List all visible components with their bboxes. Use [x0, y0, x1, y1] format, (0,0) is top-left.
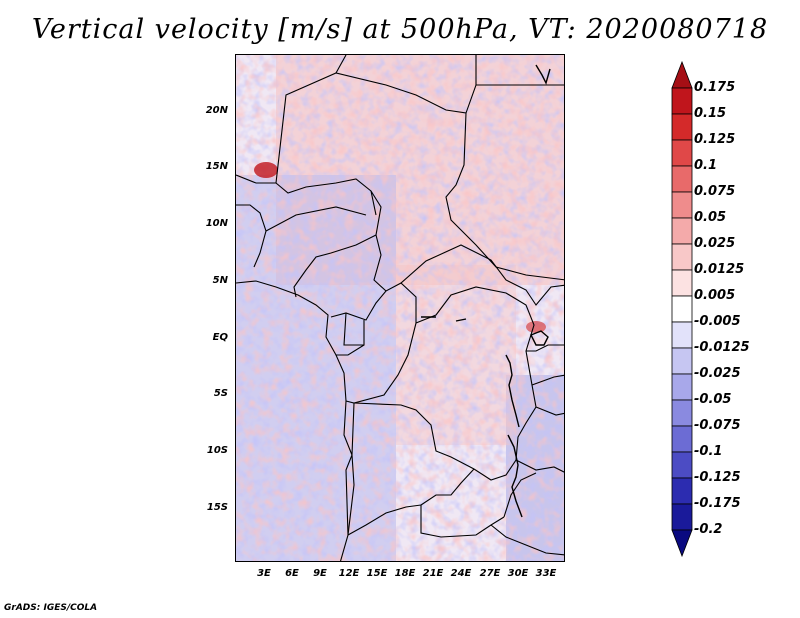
lat-label-15s: 15S: [206, 502, 228, 513]
colorbar-segment: [671, 165, 693, 193]
lon-label-27e: 27E: [479, 568, 501, 579]
colorbar-segment: [671, 139, 693, 167]
map-title: Vertical velocity [m/s] at 500hPa, VT: 2…: [31, 14, 769, 45]
lat-label-10s: 10S: [206, 445, 228, 456]
ascent-spot-east: [526, 321, 546, 333]
colorbar-segment: [671, 243, 693, 271]
colorbar-tick-label: 0.175: [694, 80, 736, 95]
colorbar-bottom-triangle: [671, 529, 693, 558]
colorbar-tick-label: -0.05: [694, 392, 732, 407]
colorbar-tick-label: -0.005: [694, 314, 741, 329]
colorbar-tick-label: 0.1: [694, 158, 718, 173]
colorbar-tick-label: -0.2: [694, 522, 723, 537]
colorbar-tick-label: -0.025: [694, 366, 741, 381]
colorbar-top-triangle: [671, 60, 693, 89]
colorbar-segment: [671, 477, 693, 505]
colorbar-tick-label: -0.1: [694, 444, 723, 459]
lakes: [421, 64, 551, 518]
colorbar-segment: [671, 347, 693, 375]
colorbar-segment: [671, 217, 693, 245]
footer-credit: GrADS: IGES/COLA: [4, 603, 98, 613]
vertical-velocity-field: [236, 55, 564, 561]
red-noise-layer: [236, 55, 564, 561]
colorbar-segment: [671, 399, 693, 427]
lon-label-15e: 15E: [366, 568, 388, 579]
colorbar-tick-label: -0.175: [694, 496, 741, 511]
lat-label-15n: 15N: [205, 161, 228, 172]
colorbar-segment: [671, 373, 693, 401]
lon-label-9e: 9E: [313, 568, 327, 579]
colorbar-tick-label: 0.005: [694, 288, 736, 303]
lat-label-eq: EQ: [212, 332, 228, 343]
colorbar-segment: [671, 191, 693, 219]
colorbar-segment: [671, 269, 693, 297]
colorbar-tick-label: -0.0125: [694, 340, 750, 355]
colorbar-segment: [671, 425, 693, 453]
lon-label-12e: 12E: [338, 568, 360, 579]
colorbar-tick-label: 0.025: [694, 236, 736, 251]
colorbar: [671, 60, 693, 558]
colorbar-tick-label: 0.05: [694, 210, 727, 225]
lon-label-18e: 18E: [394, 568, 416, 579]
colorbar-tick-label: 0.125: [694, 132, 736, 147]
colorbar-segment: [671, 321, 693, 349]
colorbar-tick-label: -0.075: [694, 418, 741, 433]
lon-label-21e: 21E: [422, 568, 444, 579]
map-panel: [235, 54, 565, 562]
lon-label-6e: 6E: [285, 568, 299, 579]
lon-label-33e: 33E: [535, 568, 557, 579]
lon-label-24e: 24E: [450, 568, 472, 579]
lat-label-5s: 5S: [213, 388, 228, 399]
country-borders: [236, 55, 564, 561]
colorbar-segment: [671, 451, 693, 479]
colorbar-tick-label: -0.125: [694, 470, 741, 485]
colorbar-segment: [671, 295, 693, 323]
lon-label-3e: 3E: [257, 568, 271, 579]
lat-label-10n: 10N: [205, 218, 228, 229]
lat-label-20n: 20N: [205, 105, 228, 116]
lat-label-5n: 5N: [212, 275, 228, 286]
colorbar-segment: [671, 503, 693, 531]
colorbar-segment: [671, 113, 693, 141]
lon-label-30e: 30E: [507, 568, 529, 579]
colorbar-tick-label: 0.0125: [694, 262, 745, 277]
colorbar-segment: [671, 87, 693, 115]
colorbar-tick-label: 0.075: [694, 184, 736, 199]
strong-ascent-spot: [254, 162, 278, 178]
colorbar-tick-label: 0.15: [694, 106, 727, 121]
